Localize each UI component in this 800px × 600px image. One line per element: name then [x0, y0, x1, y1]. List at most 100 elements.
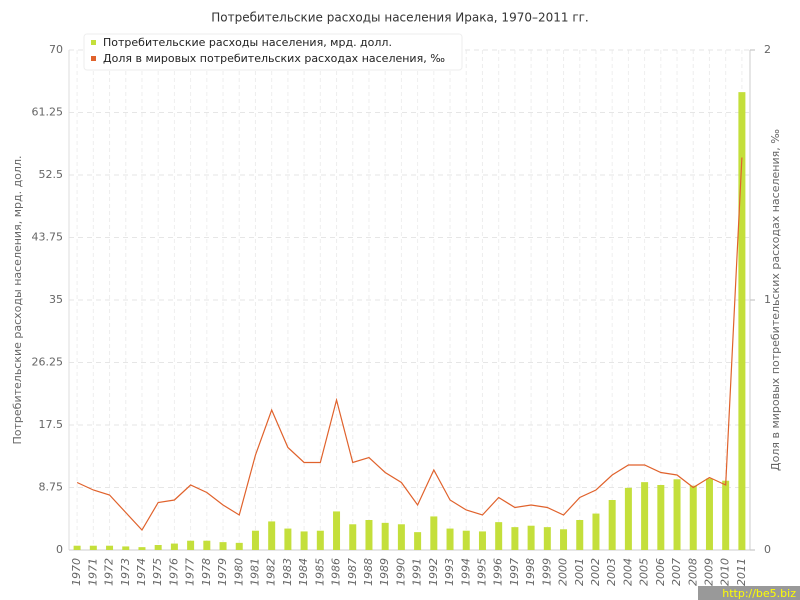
- x-tick-label: 1977: [184, 558, 197, 586]
- y2-axis-label: Доля в мировых потребительских расходах …: [769, 129, 782, 471]
- bar: [154, 545, 162, 550]
- x-tick-label: 1995: [475, 558, 488, 586]
- bar: [300, 531, 308, 550]
- bar: [511, 527, 519, 550]
- x-tick-label: 1996: [492, 558, 505, 586]
- x-tick-label: 2003: [605, 558, 618, 586]
- x-tick-label: 2002: [589, 558, 602, 586]
- x-tick-label: 1999: [540, 558, 553, 586]
- bar: [219, 542, 227, 550]
- bar: [462, 530, 470, 550]
- x-tick-label: 2004: [621, 558, 634, 586]
- x-tick-label: 1998: [524, 558, 537, 586]
- x-tick-label: 1997: [508, 558, 521, 586]
- x-tick-label: 2010: [719, 558, 732, 586]
- x-tick-label: 1994: [459, 558, 472, 586]
- bar: [738, 92, 746, 551]
- x-tick-label: 2011: [735, 558, 748, 586]
- bar: [414, 532, 422, 550]
- bar: [722, 480, 730, 550]
- y-tick-label: 61.25: [32, 106, 64, 119]
- bar: [381, 522, 389, 550]
- x-tick-label: 1986: [330, 558, 343, 586]
- x-tick-label: 1982: [265, 558, 278, 586]
- y-tick-label: 43.75: [32, 231, 64, 244]
- bar: [73, 545, 81, 550]
- bar: [251, 530, 259, 550]
- y-tick-label: 17.5: [39, 418, 64, 431]
- x-tick-label: 2007: [670, 558, 683, 586]
- y-tick-label: 70: [49, 43, 63, 56]
- x-tick-label: 1989: [378, 558, 391, 586]
- legend-swatch: [91, 40, 96, 45]
- bar: [592, 513, 600, 550]
- bar: [560, 529, 568, 550]
- x-tick-label: 1987: [346, 558, 359, 586]
- bar: [527, 525, 535, 550]
- bar: [397, 524, 405, 550]
- bar: [446, 528, 454, 550]
- x-tick-label: 1970: [70, 558, 83, 586]
- bar: [349, 524, 357, 550]
- y-tick-label: 52.5: [39, 168, 64, 181]
- x-tick-label: 1993: [443, 558, 456, 586]
- y-tick-label: 26.25: [32, 356, 64, 369]
- x-tick-label: 2008: [686, 558, 699, 586]
- x-tick-label: 1983: [281, 558, 294, 586]
- bar: [673, 479, 681, 550]
- y2-tick-label: 2: [764, 43, 771, 56]
- x-tick-label: 1992: [427, 558, 440, 586]
- x-tick-label: 1975: [151, 558, 164, 586]
- bar: [576, 520, 584, 550]
- x-tick-label: 1988: [362, 558, 375, 586]
- bar: [689, 485, 697, 550]
- bar: [316, 530, 324, 550]
- bar: [624, 487, 632, 550]
- y-tick-label: 0: [56, 543, 63, 556]
- x-tick-label: 1985: [313, 558, 326, 586]
- bar: [608, 500, 616, 550]
- x-tick-label: 2005: [638, 558, 651, 586]
- x-tick-label: 1978: [200, 558, 213, 586]
- bar: [187, 540, 195, 550]
- x-tick-label: 2001: [573, 558, 586, 586]
- bar: [106, 545, 114, 550]
- bar: [268, 521, 276, 550]
- bar: [89, 545, 97, 550]
- legend-swatch: [91, 56, 96, 61]
- x-tick-label: 2006: [654, 558, 667, 586]
- x-tick-label: 1971: [86, 558, 99, 586]
- bar: [170, 543, 178, 550]
- bar: [284, 528, 292, 550]
- watermark: http://be5.biz: [722, 587, 796, 600]
- legend-label: Потребительские расходы населения, мрд. …: [103, 36, 392, 49]
- x-tick-label: 1979: [216, 558, 229, 586]
- bar: [657, 485, 665, 550]
- y-tick-label: 35: [49, 293, 63, 306]
- bar: [641, 482, 649, 550]
- bar: [122, 546, 130, 550]
- bar: [138, 547, 146, 550]
- bar: [365, 520, 373, 550]
- y2-tick-label: 1: [764, 293, 771, 306]
- x-tick-label: 1974: [135, 558, 148, 586]
- bar: [705, 478, 713, 550]
- x-tick-label: 2000: [557, 558, 570, 586]
- legend-label: Доля в мировых потребительских расходах …: [103, 52, 445, 65]
- x-tick-label: 1972: [103, 558, 116, 586]
- line: [76, 157, 743, 531]
- bar: [495, 522, 503, 550]
- bar: [203, 540, 211, 550]
- x-tick-label: 1981: [248, 558, 261, 586]
- x-tick-label: 1973: [119, 558, 132, 586]
- y2-tick-label: 0: [764, 543, 771, 556]
- x-tick-label: 1984: [297, 558, 310, 586]
- watermark-bg: [698, 586, 800, 600]
- bar: [543, 527, 551, 550]
- bar: [235, 542, 243, 550]
- x-tick-label: 2009: [702, 558, 715, 586]
- chart-title: Потребительские расходы населения Ирака,…: [211, 11, 589, 25]
- y-axis-label: Потребительские расходы населения, мрд. …: [11, 156, 24, 445]
- x-tick-label: 1991: [411, 558, 424, 586]
- y-tick-label: 8.75: [39, 481, 64, 494]
